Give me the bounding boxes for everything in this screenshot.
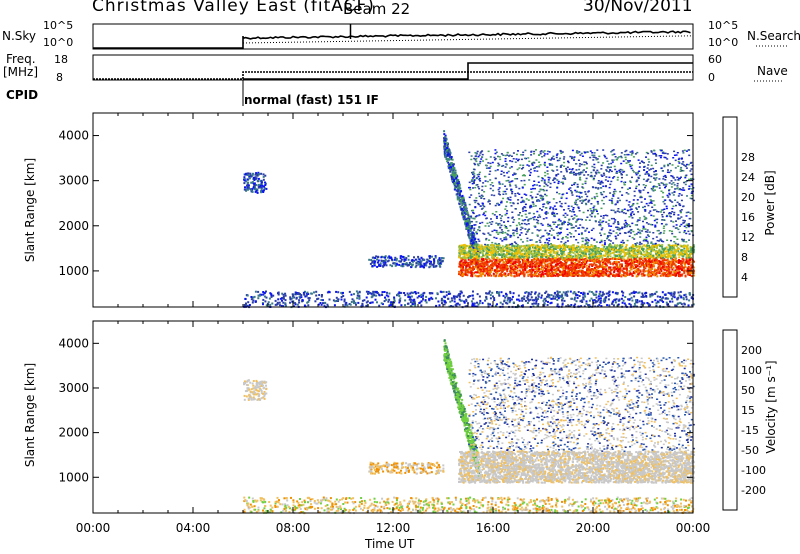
panel-bg [93,321,693,513]
nsearch-label: N.Search [747,29,800,43]
colorbar-tick: 200 [741,344,762,357]
freq-tick-low: 8 [56,71,63,84]
date-label: 30/Nov/2011 [583,0,693,16]
nsearch-tick-low: 10^0 [708,36,739,49]
freq-tick-high: 18 [54,53,68,66]
colorbar-tick: -100 [741,464,766,477]
power-colorbar: 4 8 12 16 20 24 28 [722,116,755,298]
ytick-label: 4000 [58,336,89,350]
colorbar-frame [722,329,738,511]
freq-label: Freq. [6,52,36,66]
xtick-label: 00:00 [76,521,111,535]
velocity-ylabel: Slant Range [km] [23,362,37,468]
freq-unit: [MHz] [3,65,39,79]
colorbar-tick: 4 [741,271,748,284]
nave-tick-high: 60 [708,53,722,66]
figure-title: Christmas Valley East (fitACF) [92,0,375,16]
colorbar-tick: 100 [741,364,762,377]
nsky-frame [92,23,694,50]
ytick-label: 3000 [58,381,89,395]
colorbar-tick: 20 [741,191,755,204]
velocity-panel: 1000 2000 3000 4000 [58,320,695,515]
power-ylabel: Slant Range [km] [23,157,37,263]
xtick-label: 04:00 [176,521,211,535]
power-panel: 1000 2000 3000 4000 [58,112,695,309]
colorbar-tick: 8 [741,251,748,264]
ytick-label: 4000 [58,129,89,143]
x-axis-label: Time UT [365,537,415,551]
ytick-label: 1000 [58,470,89,484]
velocity-colorbar: 200 100 50 15 -15 -50 -100 -200 [722,329,766,511]
nave-label: Nave [757,64,788,78]
xtick-label: 12:00 [376,521,411,535]
cpid-label: CPID [6,88,39,102]
cpid-mode: normal (fast) 151 IF [244,93,379,107]
nsky-line [93,30,691,49]
colorbar-tick: 50 [741,384,755,397]
nsky-panel [92,23,788,50]
colorbar-tick: -15 [741,424,759,437]
colorbar-frame [722,116,738,298]
xtick-label: 16:00 [476,521,511,535]
beam-label: Beam 22 [343,0,411,18]
freq-panel [92,54,782,106]
colorbar-tick: -200 [741,484,766,497]
nsearch-tick-high: 10^5 [708,19,739,32]
nave-line [243,62,693,80]
colorbar-tick: 12 [741,231,755,244]
freq-line [93,71,693,80]
ytick-label: 2000 [58,426,89,440]
nsearch-line [242,35,694,44]
freq-frame [92,54,694,81]
panel-bg [93,113,693,307]
nsky-tick-low: 10^0 [43,36,74,49]
xtick-label: 00:00 [676,521,711,535]
ytick-label: 3000 [58,174,89,188]
nsky-label: N.Sky [2,29,37,43]
power-cbar-label: Power [dB] [763,170,777,236]
nave-tick-low: 0 [708,71,715,84]
ytick-label: 1000 [58,264,89,278]
nsky-tick-high: 10^5 [43,19,74,32]
colorbar-tick: 28 [741,151,755,164]
colorbar-tick: -50 [741,444,759,457]
colorbar-tick: 16 [741,211,755,224]
xtick-label: 20:00 [576,521,611,535]
velocity-cbar-label: Velocity [m s⁻¹] [764,360,778,454]
xtick-label: 08:00 [276,521,311,535]
colorbar-tick: 24 [741,171,755,184]
ytick-label: 2000 [58,219,89,233]
colorbar-tick: 15 [741,404,755,417]
